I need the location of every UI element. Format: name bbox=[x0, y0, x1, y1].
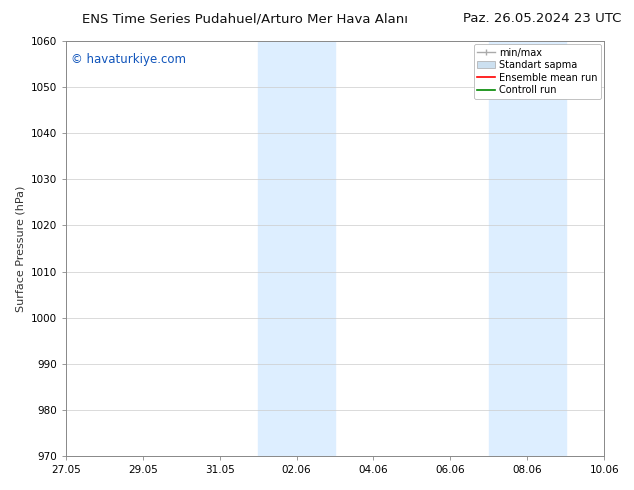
Bar bbox=[258, 41, 297, 456]
Text: ENS Time Series Pudahuel/Arturo Mer Hava Alanı: ENS Time Series Pudahuel/Arturo Mer Hava… bbox=[82, 12, 408, 25]
Text: Paz. 26.05.2024 23 UTC: Paz. 26.05.2024 23 UTC bbox=[463, 12, 621, 25]
Bar bbox=[297, 41, 335, 456]
Legend: min/max, Standart sapma, Ensemble mean run, Controll run: min/max, Standart sapma, Ensemble mean r… bbox=[474, 44, 601, 99]
Bar bbox=[527, 41, 566, 456]
Y-axis label: Surface Pressure (hPa): Surface Pressure (hPa) bbox=[15, 185, 25, 312]
Bar bbox=[489, 41, 527, 456]
Text: © havaturkiye.com: © havaturkiye.com bbox=[71, 53, 186, 67]
